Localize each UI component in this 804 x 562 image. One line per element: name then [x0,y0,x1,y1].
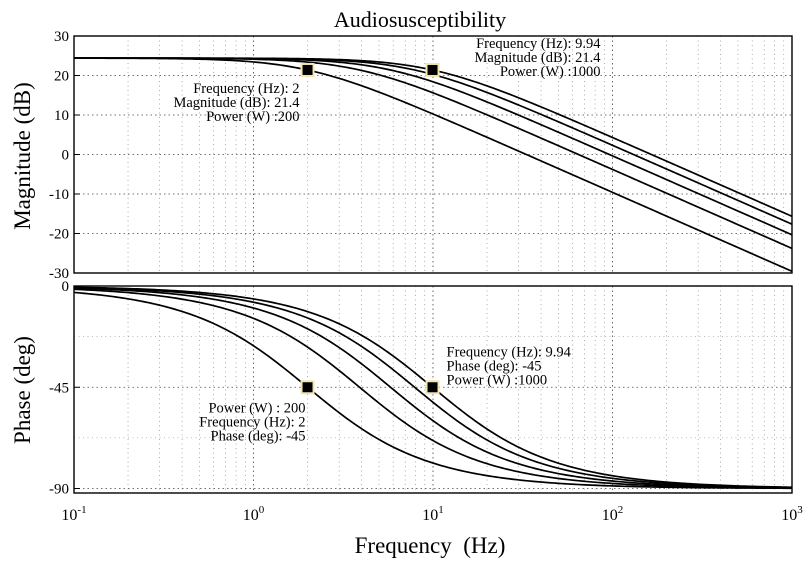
y-tick-label: -10 [49,187,69,203]
y-tick-label: 0 [62,279,70,295]
y-tick-label: 20 [54,69,69,85]
y-tick-label: -90 [49,482,69,498]
annotation-line: Power (W) :1000 [447,372,548,388]
annotation-line: Frequency (Hz): 2 [193,81,299,97]
x-tick-label: 10-1 [61,504,86,524]
x-tick-label: 101 [422,504,444,524]
annotation-line: Power (W) :1000 [500,64,601,80]
x-tick-label: 103 [781,504,803,524]
magnitude-axis-label: Magnitude (dB) [10,82,35,230]
annotation-line: Power (W) : 200 [208,400,305,416]
annotation-line: Phase (deg): -45 [447,358,542,374]
plot-frame [73,35,793,274]
phase-axis-label: Phase (deg) [10,336,35,444]
series-line [73,288,793,489]
data-cursor-marker [300,62,315,77]
x-axis-label: Frequency (Hz) [355,533,506,558]
data-cursor-marker [300,380,315,395]
data-cursor-marker [425,62,440,77]
data-cursor-marker [425,380,440,395]
annotation-line: Phase (deg): -45 [211,428,306,444]
annotation-line: Magnitude (dB): 21.4 [173,95,300,111]
plot-frame [73,285,793,494]
series-line [73,287,793,489]
annotation-line: Frequency (Hz): 9.94 [476,36,601,52]
y-tick-label: -20 [49,227,69,243]
annotation-line: Magnitude (dB): 21.4 [474,50,601,66]
y-tick-label: -30 [49,266,69,282]
y-tick-label: -45 [49,380,69,396]
annotation-line: Power (W) :200 [206,109,299,125]
annotation-line: Frequency (Hz): 2 [199,414,305,430]
annotation-line: Frequency (Hz): 9.94 [447,344,572,360]
y-tick-label: 0 [62,148,70,164]
y-tick-label: 10 [54,108,69,124]
chart-title: Audiosusceptibility [334,7,506,32]
series-line [73,286,793,489]
y-tick-label: 30 [54,29,69,45]
x-tick-label: 100 [243,504,265,524]
x-tick-label: 102 [602,504,624,524]
series-line [73,291,793,490]
x-tick-labels: 10-1 100 101 102 103 [61,504,803,524]
